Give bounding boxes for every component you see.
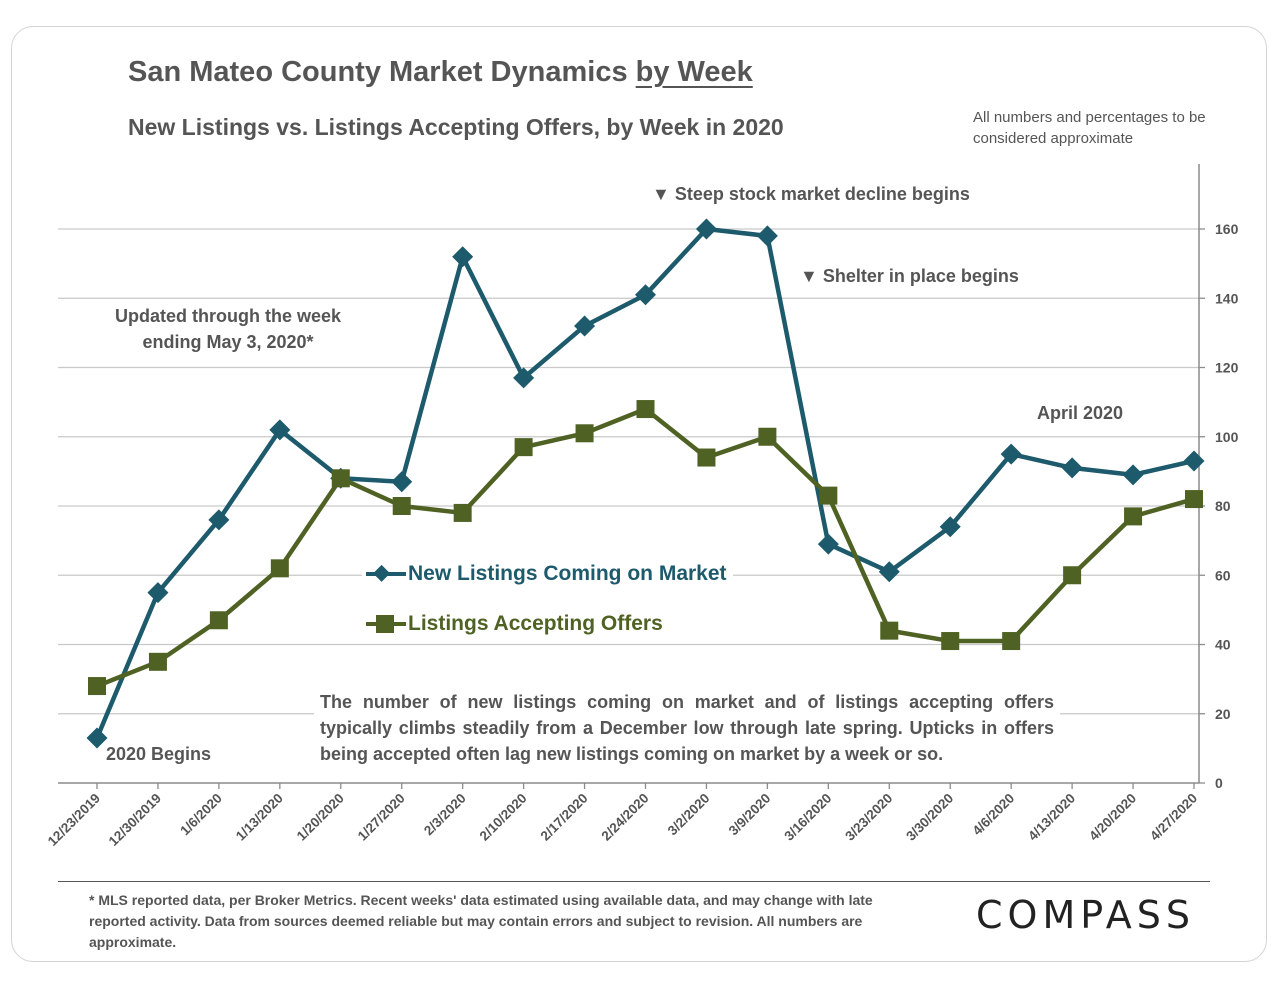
data-point-accepting-offers	[636, 400, 655, 419]
series-layer	[86, 218, 1205, 749]
y-tick-label: 20	[1215, 706, 1231, 722]
data-point-accepting-offers	[331, 469, 350, 488]
data-point-accepting-offers	[148, 652, 167, 671]
square-marker-icon	[366, 615, 406, 633]
data-point-new-listings	[1183, 450, 1205, 472]
data-point-accepting-offers	[1124, 507, 1143, 526]
compass-logo: COMPASS	[976, 893, 1195, 937]
diamond-marker-icon	[366, 564, 406, 582]
y-tick-label: 80	[1215, 498, 1231, 514]
x-tick-label: 4/20/2020	[1086, 791, 1139, 844]
data-point-accepting-offers	[819, 486, 838, 505]
x-tick-label: 1/13/2020	[233, 791, 286, 844]
x-tick-label: 1/6/2020	[177, 791, 225, 839]
data-point-accepting-offers	[1002, 632, 1021, 651]
x-tick-label: 4/6/2020	[970, 791, 1018, 839]
data-point-new-listings	[86, 727, 108, 749]
data-point-new-listings	[147, 582, 169, 604]
legend-label-accepting-offers: Listings Accepting Offers	[408, 612, 663, 635]
data-point-accepting-offers	[1185, 490, 1203, 509]
x-tick-label: 3/23/2020	[842, 791, 895, 844]
data-point-accepting-offers	[1063, 566, 1082, 585]
data-point-accepting-offers	[392, 497, 411, 515]
x-tick-label: 3/2/2020	[665, 791, 713, 839]
x-tick-label: 4/13/2020	[1025, 791, 1078, 844]
x-tick-label: 1/27/2020	[355, 791, 408, 844]
data-point-new-listings	[452, 246, 474, 268]
y-tick-label: 60	[1215, 567, 1231, 583]
data-point-new-listings	[513, 367, 535, 389]
x-tick-label: 12/30/2019	[106, 791, 164, 849]
legend-label-new-listings: New Listings Coming on Market	[408, 562, 727, 585]
annotation-2020-begins: 2020 Begins	[104, 744, 214, 765]
x-tick-label: 2/17/2020	[538, 791, 591, 844]
annotation-stock-decline: ▼ Steep stock market decline begins	[648, 184, 974, 205]
data-point-new-listings	[635, 284, 656, 306]
footnote: * MLS reported data, per Broker Metrics.…	[89, 892, 873, 950]
title-underlined: by Week	[635, 56, 753, 88]
page-title: San Mateo County Market Dynamics by Week	[128, 56, 753, 88]
legend-item-new-listings: New Listings Coming on Market	[362, 561, 733, 587]
data-point-accepting-offers	[575, 424, 594, 443]
data-point-new-listings	[269, 419, 291, 441]
data-point-accepting-offers	[880, 621, 899, 640]
x-tick-label: 3/16/2020	[781, 791, 834, 844]
chart-subtitle: New Listings vs. Listings Accepting Offe…	[128, 114, 784, 140]
y-tick-label: 0	[1215, 775, 1223, 791]
data-point-accepting-offers	[270, 559, 289, 578]
axes	[58, 164, 1205, 789]
data-point-new-listings	[1122, 464, 1144, 486]
y-tick-label: 160	[1215, 221, 1239, 237]
disclaimer-note: All numbers and percentages to be consid…	[973, 109, 1206, 147]
annotation-updated: Updated through the week ending May 3, 2…	[114, 306, 341, 352]
x-tick-label: 12/23/2019	[45, 791, 103, 849]
data-point-new-listings	[695, 218, 717, 240]
x-tick-label: 3/30/2020	[903, 791, 956, 844]
x-tick-label: 2/10/2020	[477, 791, 530, 844]
explanatory-note: The number of new listings coming on mar…	[314, 689, 1060, 767]
x-tick-label: 3/9/2020	[726, 791, 774, 839]
data-point-new-listings	[939, 516, 961, 538]
footnote-divider	[58, 881, 1210, 882]
data-point-new-listings	[1061, 457, 1083, 479]
data-point-accepting-offers	[697, 448, 716, 467]
x-tick-label: 1/20/2020	[294, 791, 347, 844]
data-point-accepting-offers	[941, 632, 960, 651]
data-point-new-listings	[574, 315, 596, 337]
annotation-april-2020: April 2020	[1035, 403, 1126, 424]
data-point-accepting-offers	[209, 611, 228, 630]
annotation-shelter-in-place: ▼ Shelter in place begins	[796, 266, 1023, 287]
chart-card	[11, 26, 1267, 962]
y-tick-label: 100	[1215, 429, 1239, 445]
data-point-accepting-offers	[514, 438, 533, 457]
data-point-new-listings	[391, 471, 413, 493]
data-point-accepting-offers	[758, 427, 777, 446]
data-point-accepting-offers	[88, 677, 106, 696]
data-point-new-listings	[878, 561, 900, 583]
data-point-new-listings	[208, 509, 230, 531]
data-point-new-listings	[756, 225, 778, 247]
x-tick-label: 2/3/2020	[421, 791, 469, 839]
y-tick-label: 140	[1215, 290, 1239, 306]
data-point-new-listings	[1000, 443, 1022, 465]
y-tick-label: 40	[1215, 637, 1231, 653]
data-point-accepting-offers	[453, 503, 472, 522]
legend-item-accepting-offers: Listings Accepting Offers	[362, 611, 669, 637]
data-point-new-listings	[817, 533, 839, 555]
x-tick-label: 4/27/2020	[1147, 791, 1200, 844]
y-tick-label: 120	[1215, 360, 1239, 376]
x-tick-label: 2/24/2020	[599, 791, 652, 844]
